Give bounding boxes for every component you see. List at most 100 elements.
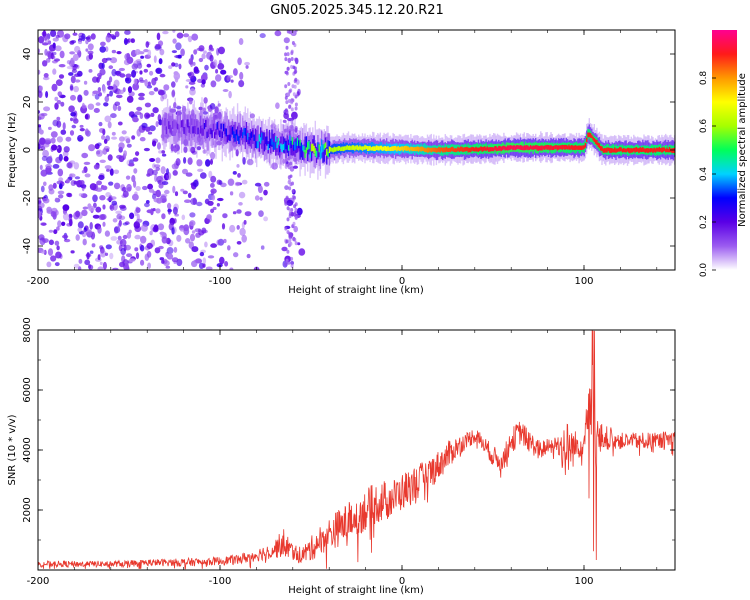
heatmap-ridge-cell [361, 146, 364, 151]
x-tick-label: -100 [209, 276, 232, 287]
heatmap-ridge-cell [465, 147, 467, 152]
heatmap-ridge-cell [504, 146, 506, 151]
heatmap-noise-cell [103, 138, 108, 144]
heatmap-noise-cell [166, 253, 174, 260]
heatmap-noise-cell [288, 186, 292, 191]
heatmap-ridge-cell [257, 125, 259, 143]
heatmap-ridge-cell [284, 142, 286, 151]
heatmap-noise-cell [191, 230, 196, 234]
heatmap-ridge-cell [440, 147, 443, 152]
heatmap-noise-cell [119, 238, 127, 247]
heatmap-noise-cell [92, 214, 100, 219]
heatmap-ridge-cell [407, 146, 409, 151]
heatmap-noise-cell [166, 168, 169, 176]
heatmap-noise-cell [112, 267, 119, 270]
heatmap-noise-cell [126, 253, 133, 258]
heatmap-ridge-cell [295, 140, 297, 149]
snr-series-line [38, 330, 675, 570]
heatmap-noise-cell [191, 246, 199, 253]
heatmap-noise-cell [195, 258, 203, 264]
heatmap-noise-cell [294, 30, 298, 33]
heatmap-noise-cell [78, 193, 83, 197]
heatmap-noise-cell [205, 266, 213, 270]
heatmap-noise-cell [293, 237, 297, 242]
heatmap-ridge-cell [313, 145, 315, 154]
heatmap-ridge-cell [527, 145, 529, 151]
heatmap-noise-cell [152, 169, 158, 176]
heatmap-ridge-cell [221, 131, 223, 139]
heatmap-ridge-cell [165, 126, 167, 135]
heatmap-ridge-cell [529, 145, 532, 150]
heatmap-noise-cell [101, 135, 106, 140]
heatmap-noise-cell [71, 69, 78, 74]
heatmap-ridge-cell [656, 147, 658, 152]
heatmap-ridge-cell [169, 124, 171, 133]
heatmap-noise-cell [229, 267, 234, 270]
heatmap-noise-cell [62, 122, 66, 130]
heatmap-ridge-cell [240, 127, 243, 136]
heatmap-noise-cell [203, 50, 207, 54]
heatmap-noise-cell [50, 131, 58, 138]
heatmap-noise-cell [57, 168, 64, 177]
heatmap-ridge-cell [563, 145, 565, 149]
spectrogram-heatmap [38, 30, 675, 270]
heatmap-noise-cell [160, 175, 164, 179]
heatmap-noise-cell [126, 183, 132, 192]
heatmap-ridge-cell [196, 119, 198, 135]
heatmap-noise-cell [189, 220, 196, 227]
heatmap-noise-cell [104, 115, 112, 123]
heatmap-noise-cell [204, 64, 209, 71]
heatmap-noise-cell [63, 156, 69, 162]
heatmap-noise-cell [168, 65, 173, 69]
heatmap-ridge-cell [286, 145, 288, 153]
heatmap-noise-cell [52, 68, 57, 75]
heatmap-noise-cell [210, 182, 215, 188]
heatmap-ridge-cell [220, 123, 222, 130]
heatmap-noise-cell [116, 51, 122, 55]
heatmap-noise-cell [244, 61, 251, 66]
heatmap-ridge-cell [169, 115, 171, 134]
heatmap-noise-cell [294, 106, 298, 111]
heatmap-noise-cell [206, 214, 212, 220]
heatmap-ridge-cell [603, 148, 606, 153]
heatmap-noise-cell [113, 169, 120, 175]
heatmap-ridge-cell [322, 144, 324, 152]
heatmap-ridge-cell [216, 122, 218, 130]
heatmap-noise-cell [99, 46, 106, 53]
heatmap-noise-cell [146, 84, 153, 89]
heatmap-ridge-cell [459, 146, 462, 152]
x-tick-label: -200 [27, 276, 50, 287]
heatmap-noise-cell [135, 186, 141, 191]
heatmap-noise-cell [172, 30, 176, 33]
heatmap-noise-cell [99, 195, 106, 201]
heatmap-noise-cell [108, 65, 114, 70]
heatmap-ridge-cell [612, 148, 615, 153]
heatmap-noise-cell [111, 49, 117, 54]
heatmap-ridge-cell [476, 147, 478, 152]
heatmap-noise-cell [210, 208, 215, 213]
heatmap-ridge-cell [207, 129, 209, 138]
heatmap-noise-cell [284, 95, 288, 100]
heatmap-noise-cell [99, 159, 106, 163]
heatmap-ridge-cell [280, 136, 282, 150]
heatmap-noise-cell [92, 194, 98, 203]
heatmap-ridge-cell [211, 120, 213, 135]
heatmap-noise-cell [52, 164, 60, 169]
heatmap-noise-cell [178, 63, 182, 70]
spectrogram-y-ticks: -40 -20 0 20 40 [22, 48, 675, 254]
heatmap-ridge-cell [533, 145, 536, 150]
heatmap-noise-cell [285, 45, 289, 50]
heatmap-noise-cell [228, 90, 232, 99]
y-tick-label: 40 [22, 48, 33, 61]
heatmap-noise-cell [284, 185, 289, 191]
heatmap-noise-cell [200, 172, 207, 179]
heatmap-noise-cell [286, 206, 290, 211]
heatmap-noise-cell [284, 226, 288, 231]
heatmap-ridge-cell [552, 145, 555, 150]
heatmap-noise-cell [134, 191, 138, 196]
heatmap-noise-cell [241, 234, 247, 243]
heatmap-ridge-cell [211, 130, 213, 138]
heatmap-ridge-cell [489, 147, 491, 152]
heatmap-noise-cell [187, 35, 193, 43]
heatmap-ridge-cell [513, 145, 515, 150]
